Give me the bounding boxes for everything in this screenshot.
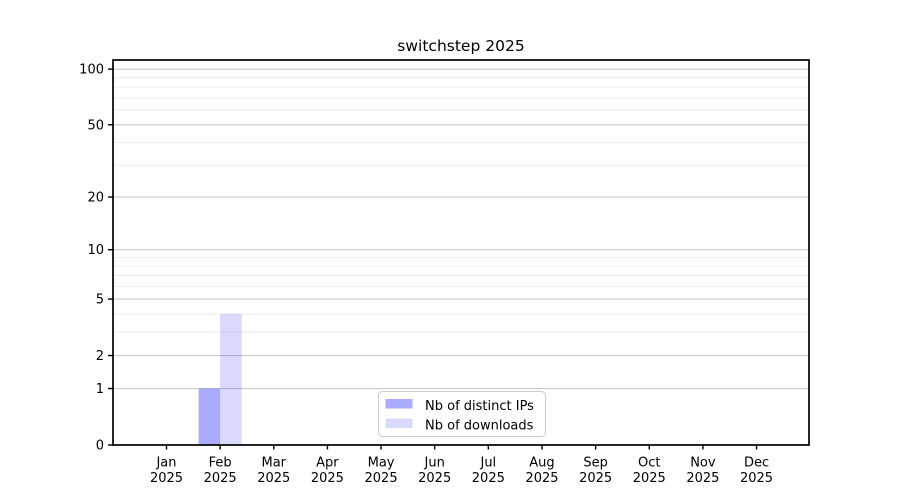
x-tick-label: Jul 2025 bbox=[472, 456, 505, 487]
legend-box bbox=[378, 391, 546, 437]
legend-label-downloads: Nb of downloads bbox=[425, 419, 534, 434]
legend: Nb of distinct IPs Nb of downloads bbox=[378, 391, 546, 437]
x-tick-label: May 2025 bbox=[365, 456, 398, 487]
x-tick-label: Sep 2025 bbox=[579, 456, 612, 487]
legend-swatch-downloads bbox=[385, 418, 413, 428]
major-gridlines bbox=[114, 68, 808, 390]
bar-feb-series0 bbox=[198, 388, 221, 445]
y-tick-label: 100 bbox=[79, 63, 104, 78]
y-tick-label: 0 bbox=[96, 439, 104, 454]
x-tick-label: Jan 2025 bbox=[150, 456, 183, 487]
x-tick-label: Apr 2025 bbox=[311, 456, 344, 487]
plot-border bbox=[112, 59, 810, 446]
y-axis: 0 1 2 5 10 20 50 100 bbox=[79, 63, 113, 454]
x-tick-label: Mar 2025 bbox=[257, 456, 290, 487]
minor-gridlines bbox=[114, 77, 808, 333]
x-tick-label: Dec 2025 bbox=[740, 456, 773, 487]
x-tick-label: Aug 2025 bbox=[525, 456, 558, 487]
x-axis: Jan 2025 Feb 2025 Mar 2025 Apr 2025 May 2025 Jun 20… bbox=[150, 445, 773, 486]
y-tick-label: 10 bbox=[87, 243, 104, 258]
y-tick-label: 2 bbox=[96, 349, 104, 364]
x-tick-label: Oct 2025 bbox=[633, 456, 666, 487]
y-tick-label: 1 bbox=[96, 382, 104, 397]
axes-spines bbox=[112, 59, 810, 446]
y-tick-label: 20 bbox=[87, 191, 104, 206]
legend-label-distinct-ips: Nb of distinct IPs bbox=[425, 399, 534, 414]
x-tick-label: Feb 2025 bbox=[204, 456, 237, 487]
legend-swatch-distinct-ips bbox=[385, 399, 413, 409]
x-tick-label: Nov 2025 bbox=[686, 456, 719, 487]
x-tick-label: Jun 2025 bbox=[418, 456, 451, 487]
y-tick-label: 5 bbox=[96, 293, 104, 308]
y-tick-label: 50 bbox=[87, 118, 104, 133]
bar-feb-series1 bbox=[220, 313, 242, 445]
chart-title: switchstep 2025 bbox=[397, 37, 524, 55]
bars-layer bbox=[198, 313, 242, 445]
